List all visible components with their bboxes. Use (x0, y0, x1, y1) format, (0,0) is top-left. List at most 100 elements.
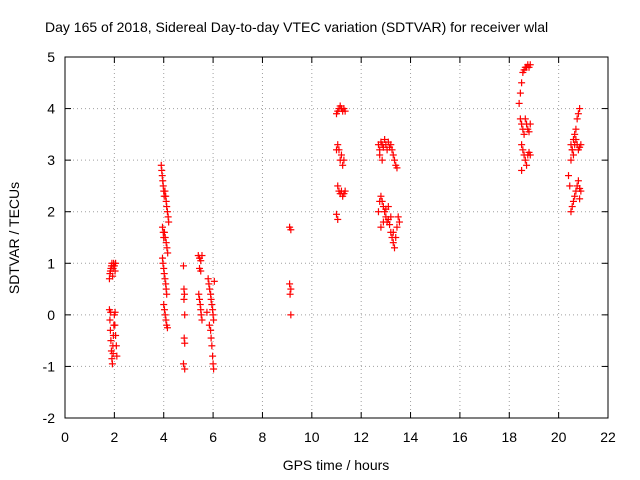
data-point (111, 308, 119, 316)
data-point (163, 290, 171, 298)
data-point (395, 218, 403, 226)
data-point (161, 234, 169, 241)
axis-ticks (64, 56, 609, 419)
data-point (181, 365, 189, 373)
data-point (572, 125, 580, 133)
data-point (377, 223, 385, 231)
x-tick-label: 2 (110, 429, 118, 445)
x-axis-label: GPS time / hours (283, 457, 390, 473)
x-tick-label: 0 (61, 429, 69, 445)
data-point (392, 234, 400, 241)
x-tick-label: 18 (501, 429, 517, 445)
data-point (387, 141, 395, 149)
y-tick-label: 4 (47, 101, 55, 117)
data-point (526, 151, 534, 159)
data-point (112, 259, 120, 267)
data-point (573, 115, 581, 123)
data-point (333, 210, 340, 218)
data-point (160, 228, 168, 236)
data-point (109, 350, 117, 358)
data-point (287, 226, 295, 234)
data-point (208, 301, 216, 309)
data-point (571, 130, 579, 138)
data-point (391, 156, 399, 164)
data-point (161, 311, 169, 319)
data-point (569, 197, 577, 205)
data-point (161, 187, 169, 195)
data-point (387, 213, 395, 221)
data-point (376, 151, 384, 159)
data-point (567, 208, 575, 216)
data-point (195, 290, 203, 298)
data-point (378, 156, 386, 164)
x-tick-label: 12 (353, 429, 369, 445)
data-point (205, 321, 213, 329)
data-points (105, 61, 585, 373)
data-point (334, 141, 342, 149)
plot-frame (64, 56, 609, 419)
data-point (518, 141, 526, 149)
data-point (391, 244, 399, 252)
x-tick-label: 10 (304, 429, 320, 445)
data-point (334, 182, 342, 190)
x-tick-label: 16 (452, 429, 468, 445)
data-point (568, 146, 576, 154)
x-tick-label: 8 (259, 429, 267, 445)
data-point (520, 130, 528, 138)
y-tick-label: 1 (47, 255, 55, 271)
y-axis-label: SDTVAR / TECUs (6, 182, 22, 294)
data-point (113, 352, 121, 360)
data-point (526, 61, 534, 69)
data-point (577, 187, 585, 195)
data-point (197, 311, 205, 319)
data-point (374, 208, 382, 216)
data-point (207, 295, 215, 303)
data-point (393, 164, 401, 172)
y-tick-label: 5 (47, 49, 55, 65)
data-point (377, 192, 385, 200)
data-point (519, 146, 527, 154)
data-point (207, 334, 215, 342)
data-point (163, 244, 171, 252)
data-point (341, 107, 349, 115)
data-point (111, 321, 119, 329)
data-point (112, 342, 120, 350)
data-point (197, 257, 205, 265)
data-point (210, 365, 218, 373)
data-point (165, 218, 173, 226)
data-point (339, 161, 347, 169)
data-point (163, 324, 171, 332)
data-point (393, 223, 401, 231)
chart-title: Day 165 of 2018, Sidereal Day-to-day VTE… (45, 19, 548, 35)
data-point (518, 79, 526, 87)
data-point (159, 259, 167, 267)
x-tick-label: 22 (600, 429, 616, 445)
data-point (158, 223, 166, 231)
data-point (106, 326, 114, 334)
data-point (525, 128, 533, 136)
data-point (180, 295, 188, 303)
data-point (111, 267, 119, 275)
data-point (394, 213, 402, 221)
data-point (574, 177, 582, 185)
data-point (335, 146, 343, 154)
data-point (521, 156, 529, 164)
data-point (337, 151, 345, 159)
x-tick-label: 4 (160, 429, 168, 445)
data-point (109, 272, 117, 280)
data-point (389, 151, 397, 159)
data-point (389, 239, 397, 247)
y-tick-label: 2 (47, 204, 55, 220)
data-point (205, 280, 213, 288)
data-point (197, 267, 205, 275)
data-point (206, 285, 214, 293)
data-point (381, 136, 389, 144)
y-tick-label: 3 (47, 152, 55, 168)
data-point (196, 295, 204, 303)
data-point (160, 270, 168, 278)
data-point (576, 105, 584, 113)
data-point (566, 182, 574, 190)
